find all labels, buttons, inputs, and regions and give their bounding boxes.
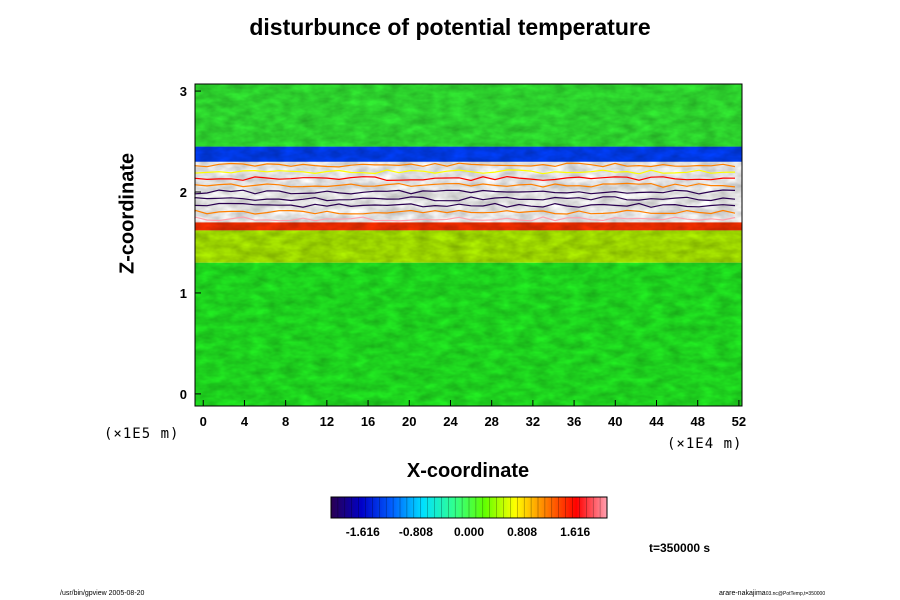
- z-axis-ticks: 0 1 2 3: [180, 84, 201, 402]
- heatmap-texture: [195, 84, 742, 406]
- z-tick-label-1: 1: [180, 286, 187, 301]
- x-tick-label-4: 16: [361, 414, 375, 429]
- colorbar-tick-label-3: 0.808: [507, 525, 537, 539]
- contour-streak-5: [194, 196, 736, 202]
- contour-streak-8: [194, 216, 736, 222]
- time-label: t=350000 s: [649, 541, 711, 555]
- contour-streak-4: [194, 189, 736, 195]
- field-texture: [195, 84, 742, 406]
- z-tick-label-0: 0: [180, 387, 187, 402]
- colorbar-tick-label-1: -0.808: [399, 525, 433, 539]
- colorbar-tick-label-4: 1.616: [560, 525, 590, 539]
- colorbar-tick-label-0: -1.616: [346, 525, 380, 539]
- footer-source-detail: 03.nc@PotTemp,t=350000: [765, 591, 826, 597]
- x-tick-label-3: 12: [320, 414, 334, 429]
- footer-source-main: arare-nakajima: [719, 590, 766, 597]
- x-tick-label-5: 20: [402, 414, 416, 429]
- x-axis-unit: (×1E4 m): [667, 436, 743, 452]
- x-axis-ticks: 0 4 8 12 16 20 24 28 32 36 40 44 48 52: [200, 400, 746, 429]
- z-tick-label-2: 2: [180, 185, 187, 200]
- x-tick-label-10: 40: [608, 414, 622, 429]
- x-tick-label-2: 8: [282, 414, 289, 429]
- footer-source: arare-nakajima03.nc@PotTemp,t=350000: [719, 590, 825, 597]
- x-tick-label-1: 4: [241, 414, 249, 429]
- chart-title: disturbunce of potential temperature: [249, 14, 651, 40]
- x-tick-label-0: 0: [200, 414, 207, 429]
- heatmap-contour-lines: [194, 162, 736, 222]
- contour-streak-0: [194, 162, 736, 168]
- z-axis-unit: (×1E5 m): [104, 426, 180, 442]
- contour-streak-1: [194, 169, 736, 175]
- contour-streak-2: [194, 175, 736, 182]
- colorbar-ticks: -1.616 -0.808 0.000 0.808 1.616: [346, 525, 591, 539]
- x-tick-label-8: 32: [526, 414, 540, 429]
- contour-streak-7: [194, 209, 736, 215]
- x-axis-label: X-coordinate: [406, 460, 530, 482]
- footer-program: /usr/bin/gpview 2005-08-20: [60, 590, 145, 597]
- x-tick-label-6: 24: [443, 414, 458, 429]
- contour-streak-6: [194, 202, 736, 208]
- colorbar-tick-label-2: 0.000: [454, 525, 484, 539]
- x-tick-label-11: 44: [649, 414, 664, 429]
- z-tick-label-3: 3: [180, 84, 187, 99]
- x-tick-label-12: 48: [690, 414, 704, 429]
- colorbar-frame: [330, 496, 608, 519]
- plot-frame: [194, 83, 743, 407]
- x-tick-label-13: 52: [732, 414, 746, 429]
- x-tick-label-7: 28: [484, 414, 498, 429]
- x-tick-label-9: 36: [567, 414, 581, 429]
- colorbar-stripes: [337, 497, 601, 518]
- contour-streak-3: [194, 182, 736, 188]
